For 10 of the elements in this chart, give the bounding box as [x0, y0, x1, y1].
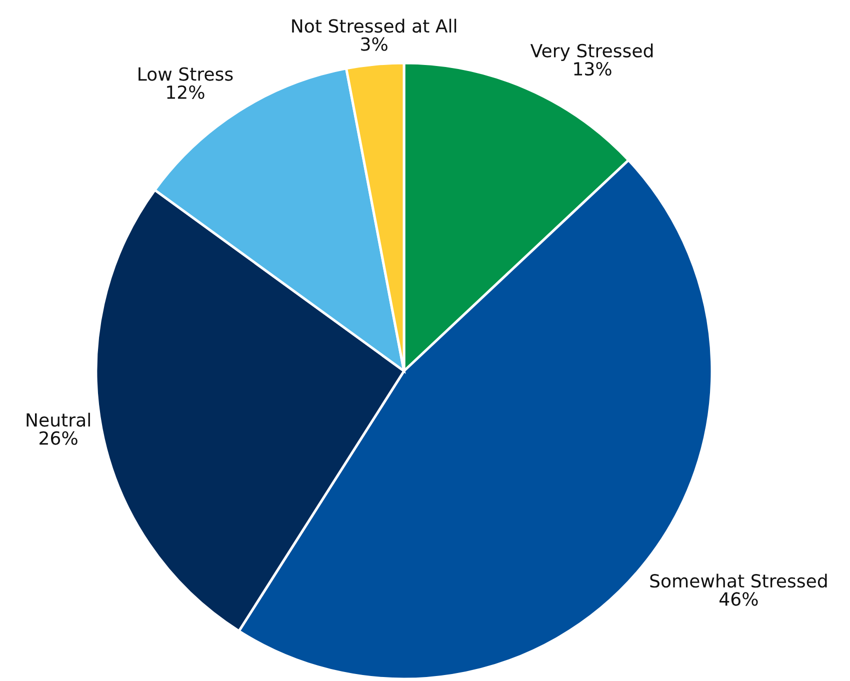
slice-label: Not Stressed at All: [292, 18, 456, 33]
slice-label: Somewhat Stressed: [650, 574, 827, 588]
data-label: 3%: [361, 37, 388, 51]
slice-label: Neutral: [26, 412, 90, 427]
slice-label: Very Stressed: [530, 44, 653, 61]
data-label: 46%: [720, 592, 758, 606]
data-label: 26%: [40, 431, 78, 445]
data-label: 13%: [574, 62, 612, 76]
slice-label: Low Stress: [138, 67, 233, 81]
data-label: 12%: [167, 85, 204, 100]
